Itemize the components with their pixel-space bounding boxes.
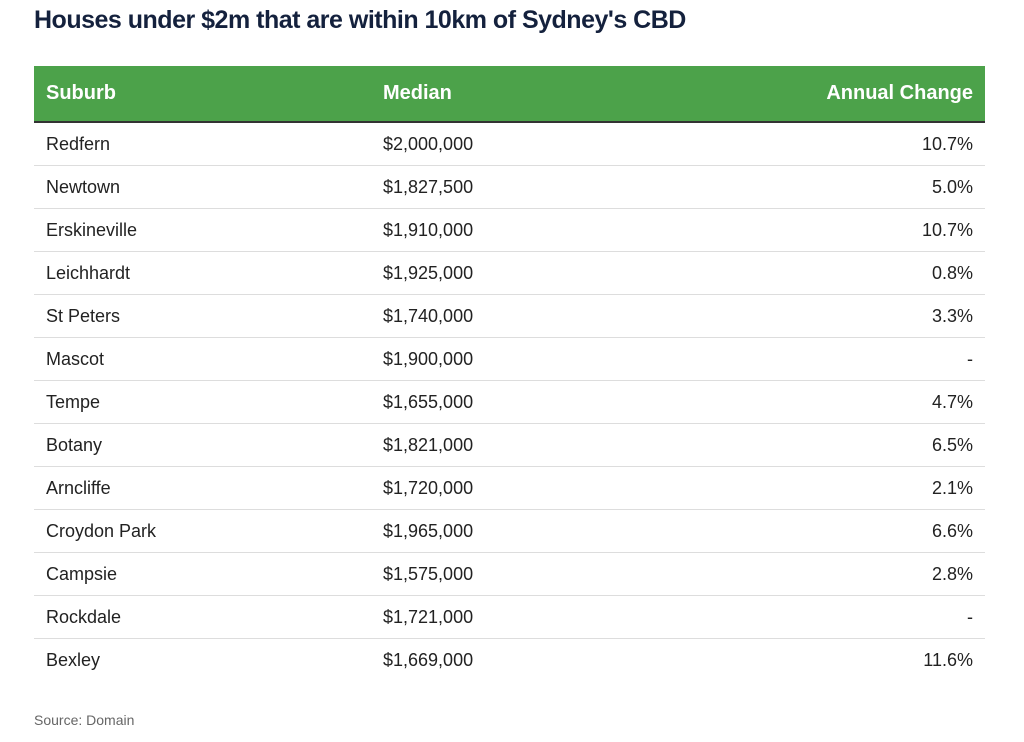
table-row: Erskineville $1,910,000 10.7% (34, 208, 985, 252)
table-cell: Redfern (34, 122, 371, 166)
table-cell: 6.6% (617, 509, 985, 553)
table-row: Rockdale $1,721,000- (34, 595, 985, 639)
data-table: Suburb Median Annual Change Redfern $2,000,… (34, 66, 985, 681)
table-row: Arncliffe $1,720,000 2.1% (34, 466, 985, 510)
table-cell: $1,655,000 (371, 380, 617, 424)
table-cell: $2,000,000 (371, 122, 617, 166)
table-row: Botany $1,821,000 6.5% (34, 423, 985, 467)
table-row: St Peters $1,740,000 3.3% (34, 294, 985, 338)
table-row: Tempe $1,655,000 4.7% (34, 380, 985, 424)
header-cell: Median (371, 66, 617, 123)
table-cell: 10.7% (617, 208, 985, 252)
table-row: Croydon Park $1,965,000 6.6% (34, 509, 985, 553)
header-cell: Suburb (34, 66, 371, 123)
table-cell: $1,669,000 (383, 649, 474, 670)
table-row: Newtown $1,827,500 5.0% (34, 165, 985, 209)
table-body: Redfern $2,000,000 10.7% Newtown $1,827,500 5… (34, 122, 985, 681)
table-cell: $1,965,000 (371, 509, 617, 553)
table-cell: 5.0% (617, 165, 985, 209)
table-row: Mascot $1,900,000- (34, 337, 985, 381)
header-row: Suburb Median Annual Change (34, 66, 985, 123)
header-cell: Annual Change (617, 66, 985, 123)
table-cell: Arncliffe (34, 466, 371, 510)
table-cell: 2.8% (617, 552, 985, 596)
table-row: Redfern $2,000,000 10.7% (34, 122, 985, 166)
table-cell: $1,900,000 (371, 337, 617, 381)
table-cell: Bexley (46, 649, 101, 670)
title: Houses under $2m that are within 10km of… (34, 6, 686, 34)
table-cell: $1,827,500 (371, 165, 617, 209)
table-cell: Newtown (34, 165, 371, 209)
table-cell: $1,740,000 (371, 294, 617, 338)
table-cell: 3.3% (617, 294, 985, 338)
table-cell: $1,721,000 (371, 595, 617, 639)
table-row: Leichhardt $1,925,000 0.8% (34, 251, 985, 295)
table-cell: $1,821,000 (371, 423, 617, 467)
table-row: Campsie $1,575,000 2.8% (34, 552, 985, 596)
table-cell: Croydon Park (34, 509, 371, 553)
table-cell: 10.7% (617, 122, 985, 166)
table-cell: Campsie (34, 552, 371, 596)
table-cell: Erskineville (34, 208, 371, 252)
table-cell: Tempe (34, 380, 371, 424)
table-row: Bexley $1,669,000 11.6% (34, 639, 985, 682)
table-cell: Mascot (34, 337, 371, 381)
table-cell: 6.5% (617, 423, 985, 467)
table-cell: $1,925,000 (371, 251, 617, 295)
table-cell: $1,910,000 (371, 208, 617, 252)
table-cell: 4.7% (617, 380, 985, 424)
table-cell: Rockdale (34, 595, 371, 639)
table-cell: 2.1% (617, 466, 985, 510)
table-cell: St Peters (34, 294, 371, 338)
table-cell: $1,720,000 (371, 466, 617, 510)
table-cell: 0.8% (617, 251, 985, 295)
table-cell: $1,575,000 (371, 552, 617, 596)
table-cell: Leichhardt (34, 251, 371, 295)
table-cell: - (617, 595, 985, 639)
table-cell: 11.6% (923, 649, 973, 670)
table-cell: - (617, 337, 985, 381)
table-cell: Botany (34, 423, 371, 467)
source: Source: Domain (34, 712, 135, 728)
